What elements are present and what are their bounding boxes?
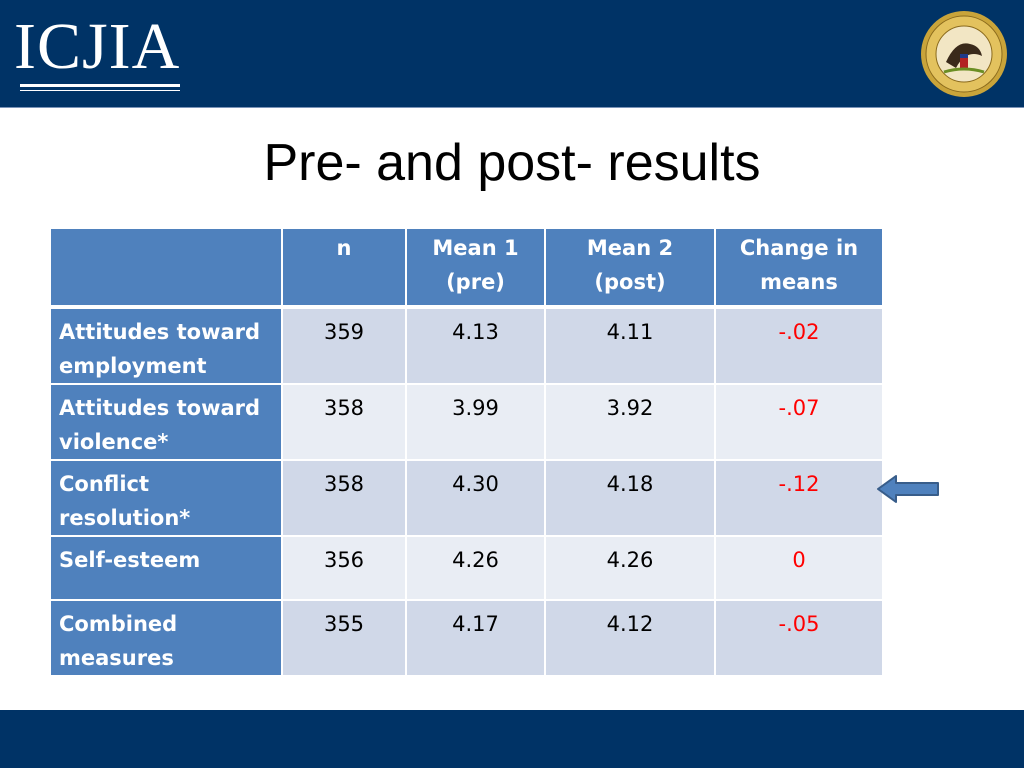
cell-n: 358 (283, 461, 407, 537)
header-line: Change in (739, 236, 859, 260)
header-cell-empty (51, 229, 283, 309)
illinois-state-seal-icon (921, 11, 1007, 97)
cell-n: 355 (283, 601, 407, 677)
row-label-line: violence* (59, 430, 169, 454)
cell-mean2: 4.12 (546, 601, 716, 677)
row-label: Self-esteem (51, 537, 283, 601)
logo-underline-thin (20, 90, 180, 91)
row-label: Conflict resolution* (51, 461, 283, 537)
row-label-line: employment (59, 354, 207, 378)
cell-mean2: 4.18 (546, 461, 716, 537)
header-line: n (336, 236, 352, 260)
header-line: means (760, 270, 838, 294)
row-label: Attitudes toward employment (51, 309, 283, 385)
cell-mean2: 4.11 (546, 309, 716, 385)
cell-mean1: 3.99 (407, 385, 546, 461)
icjia-logo: ICJIA (14, 12, 184, 94)
footer-banner (0, 710, 1024, 768)
cell-mean2: 3.92 (546, 385, 716, 461)
header-line: (post) (594, 270, 666, 294)
header-cell-change: Change in means (716, 229, 884, 309)
logo-underline (20, 84, 180, 87)
header-line: (pre) (446, 270, 505, 294)
results-table: n Mean 1 (pre) Mean 2 (post) Change in m… (51, 229, 884, 677)
table-header-row: n Mean 1 (pre) Mean 2 (post) Change in m… (51, 229, 884, 309)
row-label-line: Attitudes toward (59, 396, 261, 420)
cell-n: 356 (283, 537, 407, 601)
cell-change: -.12 (716, 461, 884, 537)
left-arrow-icon (877, 475, 939, 503)
cell-change: -.05 (716, 601, 884, 677)
table-row: Conflict resolution* 358 4.30 4.18 -.12 (51, 461, 884, 537)
table-row: Self-esteem 356 4.26 4.26 0 (51, 537, 884, 601)
cell-n: 359 (283, 309, 407, 385)
cell-change: -.07 (716, 385, 884, 461)
header-banner: ICJIA (0, 0, 1024, 108)
cell-mean2: 4.26 (546, 537, 716, 601)
header-cell-n: n (283, 229, 407, 309)
logo-text: ICJIA (14, 10, 181, 83)
cell-mean1: 4.13 (407, 309, 546, 385)
cell-mean1: 4.17 (407, 601, 546, 677)
row-label-line: measures (59, 646, 174, 670)
header-line: Mean 2 (586, 236, 674, 260)
row-label: Combined measures (51, 601, 283, 677)
header-line: Mean 1 (432, 236, 519, 260)
row-label: Attitudes toward violence* (51, 385, 283, 461)
table-row: Attitudes toward employment 359 4.13 4.1… (51, 309, 884, 385)
cell-change: -.02 (716, 309, 884, 385)
cell-mean1: 4.30 (407, 461, 546, 537)
row-label-line: Combined (59, 612, 178, 636)
table-row: Combined measures 355 4.17 4.12 -.05 (51, 601, 884, 677)
cell-change: 0 (716, 537, 884, 601)
row-label-line: Conflict (59, 472, 150, 496)
table-row: Attitudes toward violence* 358 3.99 3.92… (51, 385, 884, 461)
row-label-line: Self-esteem (59, 548, 201, 572)
header-cell-mean1: Mean 1 (pre) (407, 229, 546, 309)
cell-mean1: 4.26 (407, 537, 546, 601)
row-label-line: Attitudes toward (59, 320, 261, 344)
row-label-line: resolution* (59, 506, 191, 530)
cell-n: 358 (283, 385, 407, 461)
page-title: Pre- and post- results (263, 134, 761, 192)
header-cell-mean2: Mean 2 (post) (546, 229, 716, 309)
